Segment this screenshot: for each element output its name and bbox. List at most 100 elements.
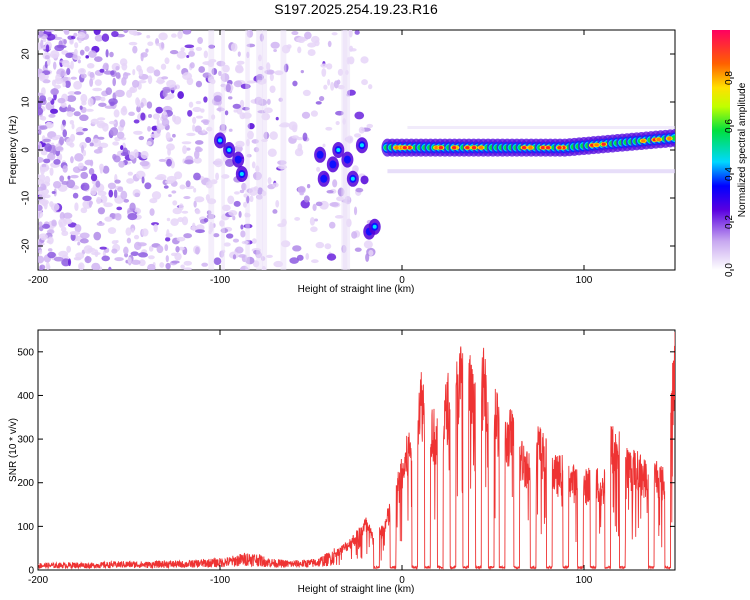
- noise-blob: [202, 129, 206, 134]
- noise-blob: [187, 109, 193, 117]
- noise-blob: [78, 39, 82, 44]
- noise-blob: [63, 212, 73, 219]
- streak-hot: [218, 138, 222, 143]
- noise-blob: [198, 66, 206, 73]
- noise-blob: [141, 176, 145, 184]
- noise-blob: [87, 247, 96, 253]
- noise-blob: [46, 57, 51, 67]
- noise-blob: [115, 72, 121, 79]
- noise-blob: [131, 79, 140, 88]
- noise-stripe: [256, 30, 263, 270]
- noise-blob: [128, 41, 138, 46]
- noise-blob: [286, 44, 292, 49]
- noise-blob: [233, 80, 243, 88]
- noise-blob: [251, 161, 256, 169]
- noise-blob: [133, 241, 142, 251]
- noise-blob: [61, 59, 70, 68]
- noise-blob: [88, 201, 92, 208]
- noise-blob: [186, 55, 190, 59]
- noise-blob: [240, 224, 244, 230]
- noise-blob: [77, 68, 86, 75]
- noise-blob: [183, 233, 193, 239]
- noise-blob: [203, 218, 209, 223]
- noise-blob: [99, 68, 105, 73]
- noise-blob: [233, 200, 241, 207]
- streak-hot: [227, 148, 232, 152]
- noise-blob: [325, 126, 333, 131]
- noise-blob: [147, 263, 156, 270]
- noise-blob: [91, 251, 101, 256]
- noise-blob: [42, 138, 51, 143]
- noise-blob: [112, 77, 116, 87]
- noise-blob: [92, 87, 103, 92]
- noise-blob: [51, 53, 58, 58]
- noise-blob: [79, 105, 83, 110]
- snr-y-label: SNR (10 * v/v): [8, 418, 19, 482]
- noise-blob: [180, 47, 185, 52]
- noise-blob: [155, 106, 163, 114]
- noise-blob: [54, 44, 65, 52]
- y-tick-label: -20: [21, 238, 32, 253]
- noise-blob: [38, 156, 44, 163]
- noise-blob: [232, 103, 241, 109]
- noise-blob: [163, 185, 169, 189]
- noise-blob: [101, 255, 110, 262]
- noise-blob: [354, 30, 360, 35]
- noise-blob: [333, 80, 339, 89]
- noise-blob: [105, 49, 109, 58]
- noise-blob: [84, 159, 94, 166]
- noise-blob: [97, 117, 106, 121]
- noise-blob: [82, 149, 87, 157]
- noise-blob: [160, 63, 167, 70]
- noise-blob: [138, 252, 149, 258]
- noise-blob: [80, 182, 90, 191]
- noise-blob: [184, 159, 194, 165]
- noise-blob: [136, 99, 141, 108]
- noise-blob: [99, 166, 103, 174]
- noise-blob: [65, 107, 76, 113]
- noise-blob: [301, 111, 311, 119]
- noise-blob: [291, 135, 299, 139]
- noise-blob: [292, 80, 298, 87]
- noise-blob: [85, 108, 94, 112]
- noise-blob: [315, 201, 323, 207]
- noise-blob: [132, 31, 138, 36]
- noise-blob: [174, 171, 183, 180]
- noise-blob: [327, 40, 332, 48]
- noise-blob: [112, 141, 120, 146]
- noise-blob: [49, 167, 54, 176]
- noise-blob: [128, 151, 136, 160]
- noise-blob: [195, 115, 204, 119]
- noise-blob: [158, 158, 166, 162]
- noise-blob: [368, 249, 374, 257]
- noise-blob: [193, 200, 197, 208]
- noise-blob: [90, 118, 99, 125]
- noise-blob: [53, 256, 64, 262]
- noise-blob: [180, 264, 185, 269]
- noise-blob: [46, 121, 51, 129]
- noise-blob: [109, 51, 114, 58]
- noise-blob: [327, 78, 331, 86]
- noise-blob: [38, 209, 44, 219]
- noise-blob: [88, 168, 95, 175]
- noise-blob: [89, 142, 94, 147]
- noise-blob: [168, 194, 172, 198]
- noise-blob: [79, 232, 90, 239]
- spectrogram-x-label: Height of straight line (km): [298, 284, 415, 295]
- snr-ticks: -200 -100 0 100 0 100 200 300 400 500: [17, 330, 675, 586]
- noise-blob: [270, 41, 280, 49]
- noise-blob: [101, 33, 110, 42]
- noise-blob: [120, 151, 129, 157]
- noise-blob: [138, 136, 145, 141]
- noise-blob: [235, 140, 245, 148]
- noise-blob: [213, 95, 222, 102]
- noise-blob: [368, 84, 373, 90]
- noise-blob: [183, 260, 192, 266]
- noise-blob: [38, 186, 45, 191]
- noise-blob: [54, 84, 61, 90]
- noise-blob: [40, 39, 44, 49]
- noise-blob: [311, 259, 319, 264]
- noise-blob: [354, 111, 365, 120]
- noise-blob: [70, 174, 79, 179]
- noise-blob: [120, 145, 124, 151]
